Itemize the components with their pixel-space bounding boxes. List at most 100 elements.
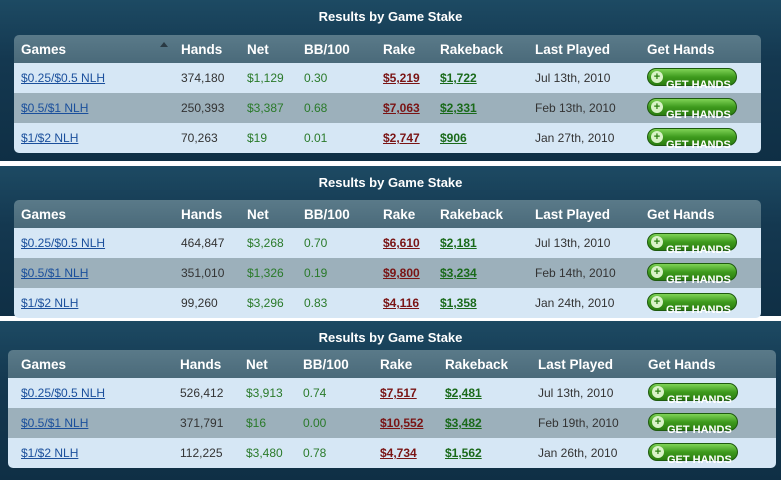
game-link[interactable]: $1/$2 NLH bbox=[21, 446, 79, 460]
bb100-value: 0.83 bbox=[304, 296, 328, 310]
col-header-net: Net bbox=[246, 357, 268, 372]
get-hands-button[interactable]: + GET HANDS bbox=[648, 383, 738, 406]
game-link[interactable]: $0.25/$0.5 NLH bbox=[21, 386, 106, 400]
col-header-rakeback: Rakeback bbox=[445, 357, 509, 372]
bb100-value: 0.74 bbox=[303, 386, 327, 400]
get-hands-label: GET HANDS bbox=[666, 274, 731, 286]
rakeback-link[interactable]: $3,234 bbox=[440, 266, 477, 280]
game-link[interactable]: $0.25/$0.5 NLH bbox=[21, 236, 106, 250]
net-value: $3,387 bbox=[247, 101, 284, 115]
plus-circle-icon: + bbox=[652, 446, 664, 458]
net-value: $1,129 bbox=[247, 71, 284, 85]
table-row: $1/$2 NLH 70,263 $19 0.01 $2,747 $906 Ja… bbox=[14, 123, 761, 153]
get-hands-button[interactable]: + GET HANDS bbox=[647, 128, 737, 151]
rakeback-link[interactable]: $1,722 bbox=[440, 71, 477, 85]
table-row: $0.5/$1 NLH 250,393 $3,387 0.68 $7,063 $… bbox=[14, 93, 761, 123]
rake-link[interactable]: $4,116 bbox=[383, 296, 420, 310]
get-hands-button[interactable]: + GET HANDS bbox=[647, 293, 737, 316]
game-link[interactable]: $1/$2 NLH bbox=[21, 296, 79, 310]
get-hands-button[interactable]: + GET HANDS bbox=[647, 233, 737, 256]
bb100-value: 0.70 bbox=[304, 236, 328, 250]
col-header-last-played: Last Played bbox=[535, 207, 611, 222]
col-header-games[interactable]: Games bbox=[21, 357, 67, 372]
table-row: $1/$2 NLH 112,225 $3,480 0.78 $4,734 $1,… bbox=[8, 438, 776, 468]
net-value: $19 bbox=[247, 131, 268, 145]
last-played-value: Feb 13th, 2010 bbox=[535, 101, 616, 115]
get-hands-button[interactable]: + GET HANDS bbox=[648, 413, 738, 436]
col-header-rake: Rake bbox=[383, 42, 416, 57]
table-row: $0.25/$0.5 NLH 374,180 $1,129 0.30 $5,21… bbox=[14, 63, 761, 93]
rakeback-link[interactable]: $1,358 bbox=[440, 296, 477, 310]
game-link[interactable]: $1/$2 NLH bbox=[21, 131, 79, 145]
bb100-value: 0.30 bbox=[304, 71, 328, 85]
net-value: $1,326 bbox=[247, 266, 284, 280]
table-row: $0.25/$0.5 NLH 464,847 $3,268 0.70 $6,61… bbox=[14, 228, 761, 258]
rake-link[interactable]: $9,800 bbox=[383, 266, 420, 280]
panel-title: Results by Game Stake bbox=[318, 330, 463, 345]
results-panel-2: Results by Game Stake Games Hands Net BB… bbox=[0, 166, 781, 318]
game-link[interactable]: $0.5/$1 NLH bbox=[21, 101, 89, 115]
get-hands-label: GET HANDS bbox=[666, 304, 731, 316]
plus-circle-icon: + bbox=[651, 131, 663, 143]
col-header-get-hands: Get Hands bbox=[647, 207, 715, 222]
table-row: $0.25/$0.5 NLH 526,412 $3,913 0.74 $7,51… bbox=[8, 378, 776, 408]
col-header-games[interactable]: Games bbox=[21, 42, 67, 57]
col-header-hands: Hands bbox=[181, 207, 223, 222]
rake-link[interactable]: $5,219 bbox=[383, 71, 420, 85]
sort-ascending-icon[interactable] bbox=[160, 42, 168, 47]
last-played-value: Jan 24th, 2010 bbox=[535, 296, 615, 310]
rakeback-link[interactable]: $906 bbox=[440, 131, 467, 145]
rake-link[interactable]: $10,552 bbox=[380, 416, 424, 430]
results-panel-1: Results by Game Stake Games Hands Net BB… bbox=[0, 0, 781, 161]
game-link[interactable]: $0.5/$1 NLH bbox=[21, 266, 89, 280]
get-hands-label: GET HANDS bbox=[666, 139, 731, 151]
get-hands-label: GET HANDS bbox=[667, 454, 732, 466]
col-header-rakeback: Rakeback bbox=[440, 207, 504, 222]
hands-value: 99,260 bbox=[181, 296, 218, 310]
hands-value: 112,225 bbox=[180, 446, 223, 460]
bb100-value: 0.19 bbox=[304, 266, 328, 280]
plus-circle-icon: + bbox=[651, 101, 663, 113]
get-hands-label: GET HANDS bbox=[667, 424, 732, 436]
col-header-net: Net bbox=[247, 42, 269, 57]
rake-link[interactable]: $7,063 bbox=[383, 101, 420, 115]
rakeback-link[interactable]: $2,481 bbox=[445, 386, 482, 400]
table-header: Games Hands Net BB/100 Rake Rakeback Las… bbox=[14, 200, 761, 228]
rakeback-link[interactable]: $2,181 bbox=[440, 236, 477, 250]
bb100-value: 0.68 bbox=[304, 101, 328, 115]
rake-link[interactable]: $4,734 bbox=[380, 446, 417, 460]
bb100-value: 0.00 bbox=[303, 416, 327, 430]
rakeback-link[interactable]: $1,562 bbox=[445, 446, 482, 460]
last-played-value: Feb 14th, 2010 bbox=[535, 266, 616, 280]
table-header: Games Hands Net BB/100 Rake Rakeback Las… bbox=[8, 350, 776, 378]
get-hands-button[interactable]: + GET HANDS bbox=[647, 263, 737, 286]
col-header-get-hands: Get Hands bbox=[648, 357, 716, 372]
last-played-value: Jul 13th, 2010 bbox=[538, 386, 614, 400]
table-row: $0.5/$1 NLH 351,010 $1,326 0.19 $9,800 $… bbox=[14, 258, 761, 288]
table-row: $1/$2 NLH 99,260 $3,296 0.83 $4,116 $1,3… bbox=[14, 288, 761, 318]
col-header-rakeback: Rakeback bbox=[440, 42, 504, 57]
game-link[interactable]: $0.5/$1 NLH bbox=[21, 416, 89, 430]
rake-link[interactable]: $2,747 bbox=[383, 131, 420, 145]
rakeback-link[interactable]: $2,331 bbox=[440, 101, 477, 115]
results-table: Games Hands Net BB/100 Rake Rakeback Las… bbox=[14, 35, 761, 153]
get-hands-button[interactable]: + GET HANDS bbox=[647, 98, 737, 121]
col-header-rake: Rake bbox=[380, 357, 413, 372]
net-value: $3,913 bbox=[246, 386, 283, 400]
net-value: $3,296 bbox=[247, 296, 284, 310]
rakeback-link[interactable]: $3,482 bbox=[445, 416, 482, 430]
bb100-value: 0.01 bbox=[304, 131, 328, 145]
bb100-value: 0.78 bbox=[303, 446, 327, 460]
net-value: $3,480 bbox=[246, 446, 283, 460]
last-played-value: Jul 13th, 2010 bbox=[535, 71, 611, 85]
col-header-games[interactable]: Games bbox=[21, 207, 67, 222]
game-link[interactable]: $0.25/$0.5 NLH bbox=[21, 71, 106, 85]
net-value: $16 bbox=[246, 416, 267, 430]
col-header-bb100: BB/100 bbox=[304, 207, 350, 222]
col-header-get-hands: Get Hands bbox=[647, 42, 715, 57]
get-hands-button[interactable]: + GET HANDS bbox=[647, 68, 737, 91]
last-played-value: Jul 13th, 2010 bbox=[535, 236, 611, 250]
get-hands-button[interactable]: + GET HANDS bbox=[648, 443, 738, 466]
rake-link[interactable]: $6,610 bbox=[383, 236, 420, 250]
rake-link[interactable]: $7,517 bbox=[380, 386, 417, 400]
